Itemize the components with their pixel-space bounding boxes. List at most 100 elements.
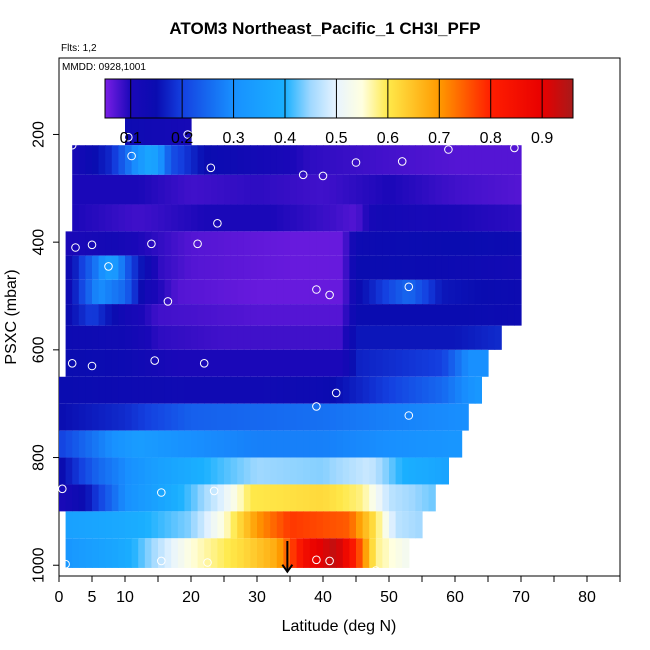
heat-cell: [441, 255, 449, 280]
heat-cell: [217, 484, 225, 512]
heat-cell: [296, 403, 304, 431]
heat-cell: [395, 511, 403, 539]
heat-cell: [158, 403, 166, 431]
heat-cell: [369, 174, 377, 205]
heat-cell: [329, 511, 337, 539]
heat-cell: [488, 279, 496, 305]
heat-cell: [125, 145, 133, 175]
heat-cell: [283, 231, 291, 256]
heat-cell: [78, 403, 86, 431]
sample-point: [331, 388, 341, 398]
heat-cell: [105, 279, 113, 305]
heat-cell: [395, 204, 403, 232]
heat-cell: [488, 204, 496, 232]
heat-cell: [494, 145, 502, 175]
heat-cell: [415, 145, 423, 175]
heat-cell: [309, 349, 317, 377]
heat-cell: [210, 349, 218, 377]
heat-cell: [402, 325, 410, 350]
heat-cell: [448, 204, 456, 232]
flights-label: Flts: 1,2: [61, 43, 97, 54]
heat-cell: [402, 430, 410, 458]
heat-cell: [422, 255, 430, 280]
x-axis: 0 5 10 20 30 40 50 60 70 80: [55, 576, 621, 606]
heat-cell: [111, 325, 119, 350]
heat-cell: [164, 279, 172, 305]
heat-cell: [105, 325, 113, 350]
heat-cell: [422, 376, 430, 404]
heat-cell: [158, 231, 166, 256]
sample-point: [147, 239, 156, 249]
heat-cell: [197, 279, 205, 305]
heat-cell: [98, 255, 106, 280]
heat-cell: [210, 457, 218, 485]
heat-cell: [72, 457, 80, 485]
heat-cell: [329, 145, 337, 175]
heat-cell: [270, 145, 278, 175]
heat-cell: [389, 349, 397, 377]
heat-cell: [92, 430, 100, 458]
heat-cell: [501, 204, 509, 232]
heat-cell: [474, 349, 482, 377]
heat-cell: [362, 279, 370, 305]
heat-cell: [488, 145, 496, 175]
heat-cell: [204, 204, 212, 232]
heat-cell: [230, 231, 238, 256]
heat-cell: [144, 457, 152, 485]
heat-cell: [270, 430, 278, 458]
heat-cell: [323, 204, 331, 232]
heat-cell: [125, 304, 133, 326]
heat-cell: [118, 174, 126, 205]
heat-cell: [356, 376, 364, 404]
heat-cell: [356, 430, 364, 458]
heat-cell: [151, 349, 159, 377]
heat-cell: [270, 231, 278, 256]
heat-cell: [270, 325, 278, 350]
heat-cell: [237, 349, 245, 377]
y-tick-label: 200: [31, 121, 48, 148]
heat-cell: [250, 304, 258, 326]
heat-cell: [415, 325, 423, 350]
heat-cell: [171, 511, 179, 539]
heat-cell: [395, 430, 403, 458]
heat-cell: [118, 231, 126, 256]
heat-cell: [402, 255, 410, 280]
sample-point: [67, 140, 77, 150]
colorbar-ticks: 0.1 0.2 0.3 0.4 0.5 0.6 0.7 0.8 0.9: [120, 79, 553, 147]
heat-cell: [494, 279, 502, 305]
heat-cell: [290, 538, 298, 568]
heat-cell: [191, 174, 199, 205]
heat-cell: [138, 145, 146, 175]
heat-cell: [171, 403, 179, 431]
heat-cell: [98, 403, 106, 431]
heat-cell: [468, 204, 476, 232]
heat-cell: [455, 325, 463, 350]
heat-cell: [158, 538, 166, 568]
heat-cell: [356, 403, 364, 431]
heat-cell: [191, 538, 199, 568]
heat-cell: [389, 457, 397, 485]
heat-cell: [468, 279, 476, 305]
heat-cell: [468, 349, 476, 377]
heat-cell: [224, 511, 232, 539]
heat-cell: [481, 204, 489, 232]
heat-cell: [422, 279, 430, 305]
heat-cell: [428, 204, 436, 232]
heat-cell: [323, 231, 331, 256]
heat-cell: [309, 231, 317, 256]
heat-cell: [382, 538, 390, 568]
heat-cell: [204, 145, 212, 175]
heat-cell: [441, 349, 449, 377]
heat-cell: [389, 304, 397, 326]
heat-cell: [144, 376, 152, 404]
heat-cell: [349, 376, 357, 404]
heat-cell: [389, 204, 397, 232]
heat-cell: [356, 484, 364, 512]
heat-cell: [349, 304, 357, 326]
heat-cell: [171, 457, 179, 485]
heat-cell: [210, 538, 218, 568]
heat-cell: [428, 457, 436, 485]
heat-cell: [224, 376, 232, 404]
heat-cell: [237, 403, 245, 431]
heat-cell: [448, 349, 456, 377]
